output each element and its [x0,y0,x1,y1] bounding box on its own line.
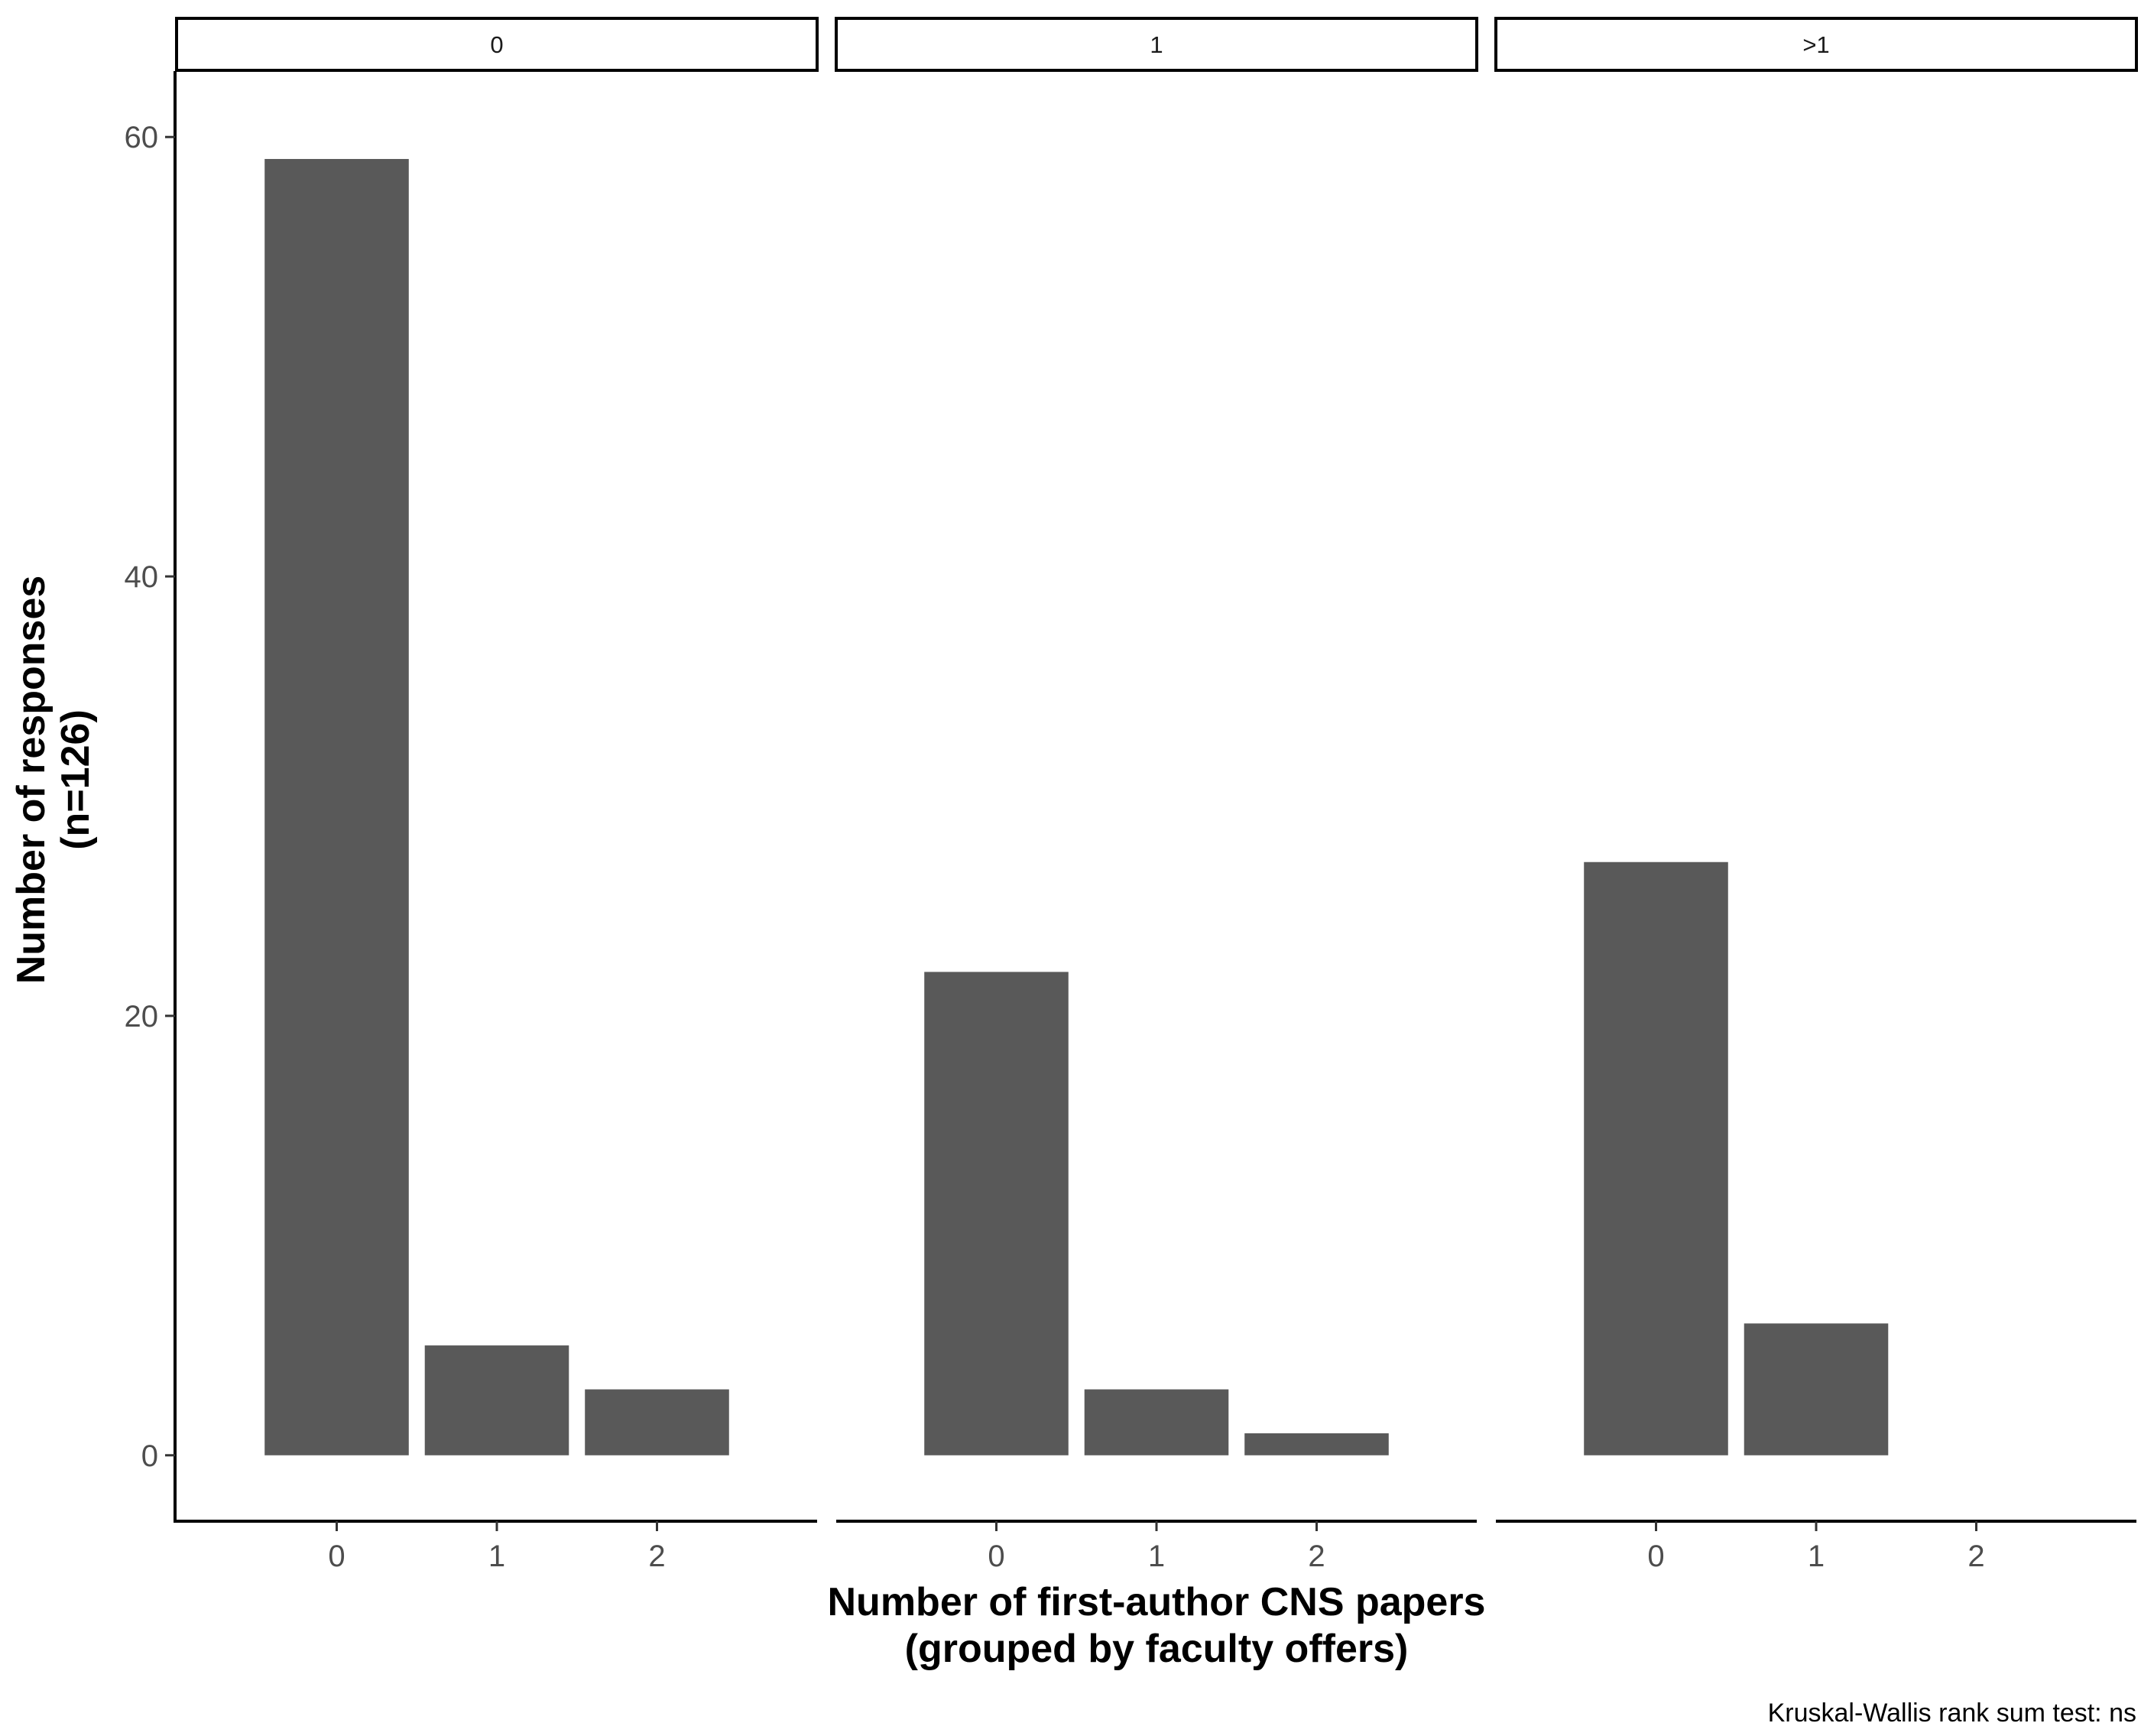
facet-strip-label-0: 0 [490,31,503,58]
y-axis: 0 20 40 60 [125,71,177,1523]
x-tick-label-2-1: 1 [1808,1540,1825,1573]
facet-strip-label-2: >1 [1802,31,1829,58]
x-tick-label-1-0: 0 [988,1540,1004,1573]
bar-panel2-cat1 [1744,1323,1889,1455]
panel-1: 1 0 1 2 [835,17,1478,1573]
x-tick-label-0-0: 0 [328,1540,345,1573]
x-axis-title-line-1: Number of first-author CNS papers [828,1580,1486,1624]
bar-panel2-cat0 [1584,862,1728,1455]
facet-strip-0 [175,17,819,72]
x-tick-label-1-1: 1 [1148,1540,1165,1573]
x-axis-title-line-2: (grouped by faculty offers) [905,1627,1409,1671]
facet-strip-1 [835,17,1478,72]
facet-strip-2 [1494,17,2138,72]
bar-panel1-cat2 [1244,1433,1389,1455]
panel-0: 0 0 1 2 [175,17,819,1573]
x-tick-label-1-2: 2 [1308,1540,1325,1573]
x-tick-label-2-0: 0 [1647,1540,1664,1573]
x-tick-label-2-2: 2 [1967,1540,1984,1573]
y-tick-label-0: 0 [141,1439,158,1473]
y-tick-label-60: 60 [125,121,159,154]
panels-layer: 0 0 1 2 1 0 1 2 >1 0 1 2 [175,17,2138,1573]
y-tick-label-40: 40 [125,560,159,594]
y-axis-title-line-1: Number of responses [9,576,54,985]
facet-strip-label-1: 1 [1150,31,1163,58]
bar-panel1-cat1 [1084,1389,1229,1455]
bar-panel0-cat1 [424,1345,569,1455]
bar-panel0-cat0 [264,158,409,1455]
bar-panel0-cat2 [585,1389,729,1455]
y-axis-title-line-2: (n=126) [54,709,98,850]
caption-statistical-test: Kruskal-Wallis rank sum test: ns [1768,1699,2136,1728]
y-tick-label-20: 20 [125,1000,159,1033]
x-tick-label-0-2: 2 [648,1540,665,1573]
x-tick-label-0-1: 1 [488,1540,505,1573]
panel-2: >1 0 1 2 [1494,17,2138,1573]
bar-panel1-cat0 [924,972,1069,1455]
